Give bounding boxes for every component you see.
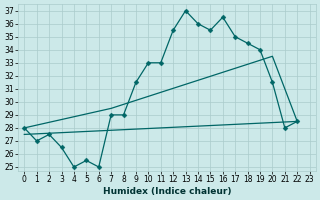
X-axis label: Humidex (Indice chaleur): Humidex (Indice chaleur) xyxy=(103,187,231,196)
